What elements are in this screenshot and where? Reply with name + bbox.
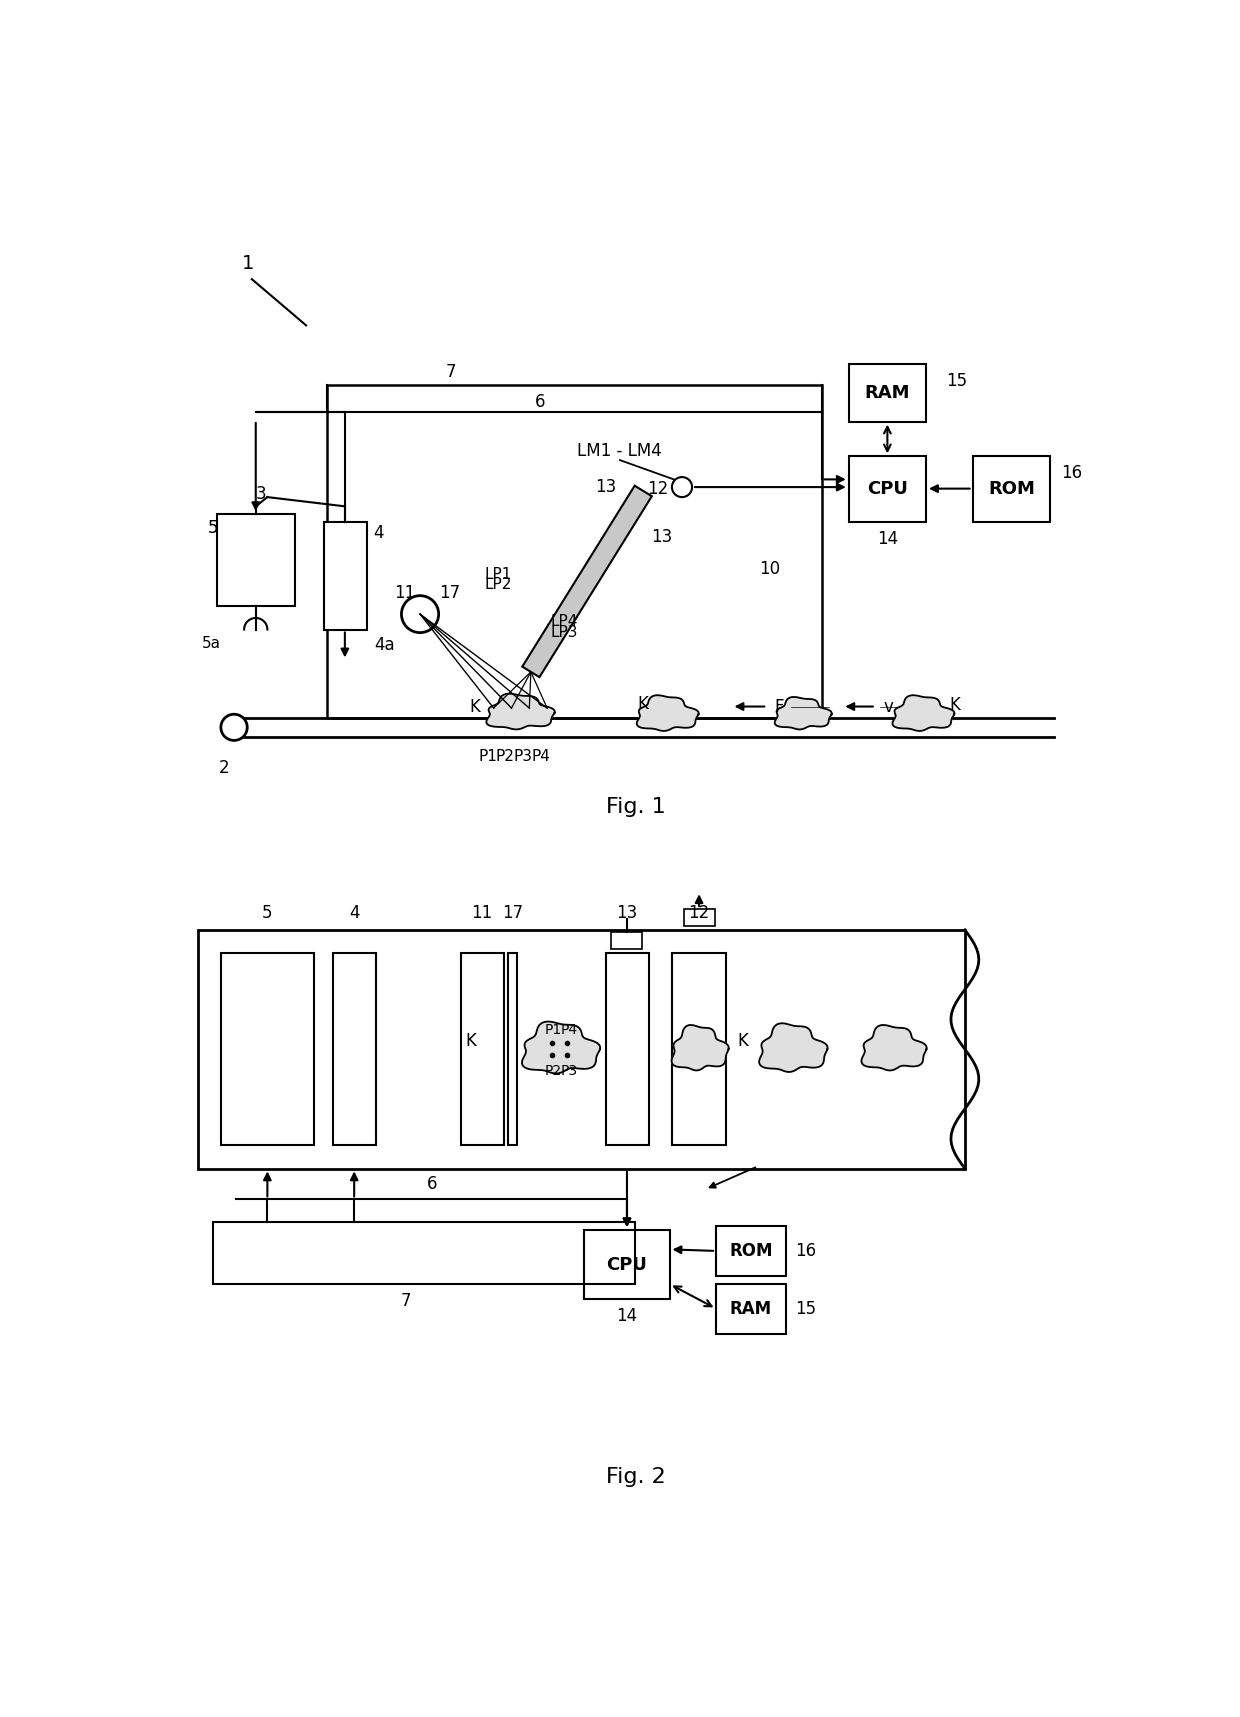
Bar	[611, 932, 642, 950]
Text: P4: P4	[532, 749, 551, 764]
Bar	[213, 1223, 635, 1284]
Text: RAM: RAM	[864, 385, 910, 402]
Text: 5: 5	[262, 903, 273, 922]
Text: 10: 10	[759, 560, 781, 579]
Text: LP3: LP3	[551, 625, 578, 640]
Text: P3: P3	[513, 749, 533, 764]
Bar	[848, 457, 926, 522]
Text: LP4: LP4	[551, 615, 578, 630]
Bar	[717, 1284, 786, 1334]
Polygon shape	[862, 1025, 926, 1070]
Text: 6: 6	[534, 393, 546, 412]
Text: 7: 7	[401, 1291, 412, 1310]
Text: 13: 13	[651, 529, 672, 546]
Bar	[606, 953, 649, 1145]
Bar	[717, 1226, 786, 1276]
Text: 4: 4	[348, 903, 360, 922]
Text: CPU: CPU	[867, 481, 908, 498]
Text: F: F	[774, 697, 784, 716]
Circle shape	[672, 477, 692, 498]
Bar	[972, 457, 1050, 522]
Bar	[334, 953, 376, 1145]
Bar	[197, 931, 965, 1169]
Text: P1: P1	[479, 749, 497, 764]
Text: CPU: CPU	[606, 1255, 647, 1274]
Text: 14: 14	[616, 1307, 637, 1326]
Text: LM1 - LM4: LM1 - LM4	[578, 441, 662, 460]
Text: K: K	[950, 695, 960, 714]
Text: 2: 2	[218, 759, 229, 778]
Text: LP1: LP1	[485, 567, 512, 582]
Text: P3: P3	[560, 1065, 578, 1078]
Bar	[217, 513, 295, 606]
Text: 17: 17	[439, 584, 460, 603]
Bar	[461, 953, 503, 1145]
Polygon shape	[486, 694, 554, 730]
Text: 12: 12	[647, 481, 668, 498]
Polygon shape	[775, 697, 832, 730]
Text: v: v	[883, 697, 893, 716]
Text: 14: 14	[877, 529, 898, 548]
Text: 13: 13	[595, 477, 616, 496]
Bar	[327, 385, 821, 718]
Circle shape	[402, 596, 439, 632]
Text: 15: 15	[946, 373, 967, 390]
Text: ROM: ROM	[729, 1243, 773, 1260]
Text: 3: 3	[255, 484, 267, 503]
Circle shape	[221, 714, 247, 740]
Polygon shape	[759, 1023, 827, 1071]
Text: 5: 5	[207, 519, 218, 537]
Polygon shape	[522, 486, 652, 676]
Text: Fig. 2: Fig. 2	[605, 1466, 666, 1487]
Text: 12: 12	[688, 903, 709, 922]
Text: P4: P4	[560, 1023, 578, 1037]
Text: LP2: LP2	[485, 577, 512, 592]
Bar	[672, 953, 727, 1145]
Text: 1: 1	[242, 254, 254, 273]
Text: 11: 11	[471, 903, 492, 922]
Bar	[507, 953, 517, 1145]
Text: P2: P2	[544, 1065, 562, 1078]
Text: 16: 16	[1061, 464, 1083, 482]
Text: 16: 16	[795, 1241, 816, 1260]
Text: K: K	[470, 697, 481, 716]
Text: 4a: 4a	[374, 635, 396, 654]
Text: 5a: 5a	[201, 635, 221, 651]
Text: 17: 17	[502, 903, 523, 922]
Bar	[584, 1229, 670, 1300]
Text: ROM: ROM	[988, 481, 1035, 498]
Text: P2: P2	[496, 749, 515, 764]
Bar	[324, 522, 367, 630]
Text: 4: 4	[373, 524, 384, 543]
Text: 13: 13	[616, 903, 637, 922]
Text: RAM: RAM	[730, 1300, 773, 1319]
Text: 7: 7	[445, 364, 456, 381]
Polygon shape	[672, 1025, 729, 1070]
Text: K: K	[465, 1032, 476, 1051]
Text: P1: P1	[544, 1023, 562, 1037]
Bar	[848, 364, 926, 422]
Bar	[221, 953, 314, 1145]
Bar	[683, 908, 714, 925]
Text: 15: 15	[795, 1300, 816, 1317]
Text: Fig. 1: Fig. 1	[605, 797, 666, 817]
Text: K: K	[637, 695, 649, 713]
Polygon shape	[636, 695, 698, 731]
Polygon shape	[893, 695, 955, 731]
Polygon shape	[522, 1022, 600, 1073]
Text: K: K	[738, 1032, 749, 1051]
Text: 11: 11	[394, 584, 415, 603]
Text: 6: 6	[427, 1174, 436, 1193]
